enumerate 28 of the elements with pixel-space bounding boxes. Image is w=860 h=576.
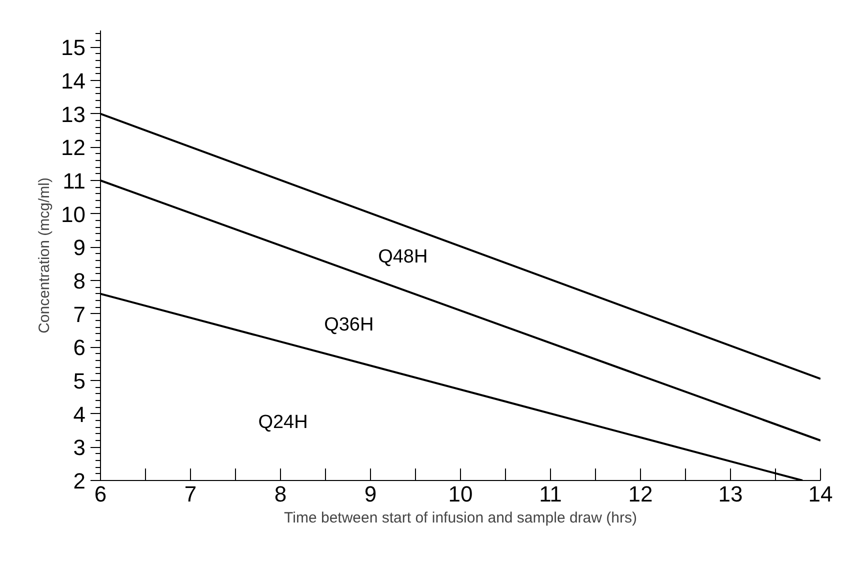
y-tick-label: 14 xyxy=(61,68,86,94)
y-tick-label: 15 xyxy=(61,35,86,60)
annotation: Q24H xyxy=(258,412,308,433)
y-tick-label: 5 xyxy=(73,368,86,394)
annotation: Q36H xyxy=(324,314,374,336)
y-tick-label: 3 xyxy=(73,435,86,460)
y-tick-label: 8 xyxy=(73,268,86,294)
x-tick-label: 6 xyxy=(94,482,107,506)
x-tick-label: 10 xyxy=(448,482,473,506)
y-tick-label: 13 xyxy=(61,102,86,127)
x-tick-label: 8 xyxy=(274,482,287,506)
y-tick-label: 11 xyxy=(62,168,86,194)
annotation: Q48H xyxy=(378,246,428,268)
x-tick-label: 9 xyxy=(364,482,377,506)
x-tick-label: 7 xyxy=(184,482,197,506)
y-tick-label: 12 xyxy=(61,135,86,160)
y-tick-label: 2 xyxy=(73,468,86,494)
x-axis-title: Time between start of infusion and sample draw (hrs) xyxy=(284,510,637,526)
y-tick-label: 7 xyxy=(73,302,86,327)
y-tick-label: 10 xyxy=(61,202,86,227)
y-tick-label: 4 xyxy=(73,402,86,427)
y-tick-label: 9 xyxy=(73,235,86,260)
x-tick-label: 13 xyxy=(718,482,743,506)
x-tick-label: 14 xyxy=(808,482,833,506)
y-tick-label: 6 xyxy=(73,335,86,360)
x-tick-label: 11 xyxy=(539,482,562,506)
y-axis-title: Concentration (mcg/ml) xyxy=(36,178,54,334)
x-tick-label: 12 xyxy=(628,482,653,506)
